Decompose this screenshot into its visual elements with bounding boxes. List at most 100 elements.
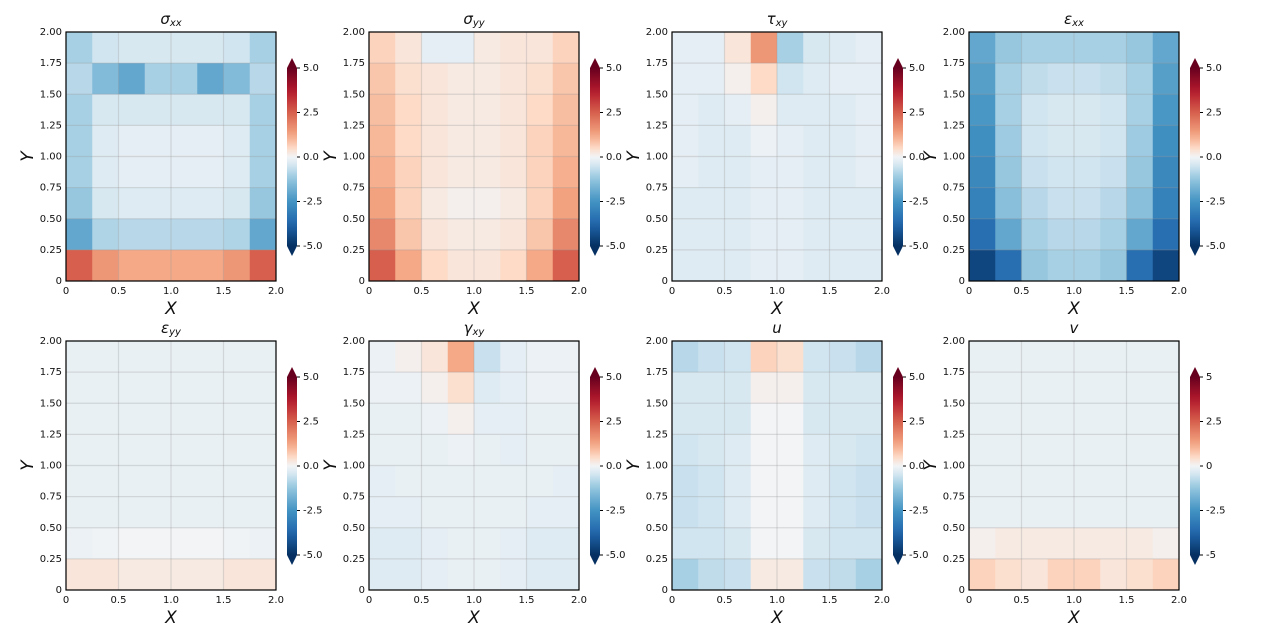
y-tick-label: 0.50 xyxy=(646,214,668,225)
x-tick-label: 0.5 xyxy=(111,595,127,606)
x-tick-label: 0 xyxy=(669,595,675,606)
heat-cell xyxy=(421,527,449,560)
heat-cell xyxy=(1021,527,1049,560)
heat-cell xyxy=(698,94,725,126)
heat-cell xyxy=(724,465,752,498)
heat-cell xyxy=(777,434,804,466)
y-tick-label: 1.50 xyxy=(943,398,965,409)
heat-cell xyxy=(855,465,883,498)
heat-cell xyxy=(474,496,501,529)
heat-cell xyxy=(447,527,475,560)
heat-cell xyxy=(66,156,93,189)
heat-cell xyxy=(369,372,396,404)
heat-cell xyxy=(66,249,93,282)
heat-cell xyxy=(969,187,996,220)
heat-cell xyxy=(724,156,752,189)
heat-cell xyxy=(698,63,725,95)
heat-cell xyxy=(1126,156,1154,189)
heat-cell xyxy=(171,32,198,64)
heat-cell xyxy=(395,156,422,189)
y-tick-label: 0 xyxy=(359,585,365,596)
heat-cell xyxy=(698,125,725,157)
heat-cell xyxy=(672,156,699,189)
heat-cell xyxy=(369,156,396,189)
heat-cell xyxy=(1074,156,1101,189)
y-tick-label: 1.75 xyxy=(646,58,668,69)
x-tick-label: 1.0 xyxy=(466,595,482,606)
heat-cell xyxy=(447,249,475,282)
x-tick-label: 1.0 xyxy=(163,595,179,606)
x-tick-label: 0 xyxy=(669,286,675,297)
heat-cell xyxy=(474,558,501,591)
colorbar-tick-label: -5 xyxy=(1206,550,1216,561)
heat-cell xyxy=(223,125,251,157)
heat-cell xyxy=(777,465,804,498)
y-tick-label: 1.25 xyxy=(40,429,62,440)
heat-cell xyxy=(777,341,804,373)
heat-cell xyxy=(171,218,198,251)
heat-cell xyxy=(672,63,699,95)
y-tick-label: 1.75 xyxy=(40,367,62,378)
heat-cell xyxy=(526,63,554,95)
heat-cell xyxy=(92,527,119,560)
colorbar-extend-top xyxy=(1190,58,1200,68)
heat-cell xyxy=(855,63,883,95)
heat-cell xyxy=(969,125,996,157)
plot-frame xyxy=(968,340,1180,591)
heat-cell xyxy=(1047,558,1075,591)
heat-cell xyxy=(672,187,699,220)
heat-cell xyxy=(369,32,396,64)
heat-cell xyxy=(724,94,752,126)
heat-cell xyxy=(249,465,277,498)
colorbar-tick-label: 5.0 xyxy=(909,372,925,383)
heat-cell xyxy=(421,94,449,126)
heat-cell xyxy=(500,341,527,373)
heat-cell xyxy=(395,341,422,373)
heat-cell xyxy=(171,341,198,373)
heat-cell xyxy=(118,434,146,466)
heat-cell xyxy=(500,465,527,498)
heat-cell xyxy=(672,341,699,373)
y-tick-label: 1.00 xyxy=(646,461,668,472)
colorbar-extend-bottom xyxy=(590,246,600,256)
heat-cell xyxy=(66,125,93,157)
y-tick-label: 2.00 xyxy=(646,27,668,38)
heat-cell xyxy=(969,465,996,498)
x-tick-label: 2.0 xyxy=(874,286,890,297)
heat-cell xyxy=(197,125,224,157)
heat-cell xyxy=(829,403,857,435)
heat-cell xyxy=(1074,125,1101,157)
x-tick-label: 0 xyxy=(366,595,372,606)
heat-cell xyxy=(92,465,119,498)
colorbar-extend-bottom xyxy=(893,555,903,565)
heat-cell xyxy=(1047,372,1075,404)
y-tick-label: 0.50 xyxy=(646,523,668,534)
heat-cell xyxy=(66,32,93,64)
heat-cell xyxy=(171,434,198,466)
heat-cell xyxy=(447,187,475,220)
plot-frame xyxy=(65,340,277,591)
heat-cell xyxy=(395,218,422,251)
y-tick-label: 0.25 xyxy=(943,245,965,256)
heat-cell xyxy=(66,558,93,591)
heat-cell xyxy=(249,341,277,373)
heat-cell xyxy=(750,249,778,282)
heat-cell xyxy=(447,558,475,591)
heat-cell xyxy=(92,403,119,435)
heat-cell xyxy=(144,156,172,189)
y-tick-label: 0.75 xyxy=(343,492,365,503)
heat-cell xyxy=(526,465,554,498)
heat-cell xyxy=(855,372,883,404)
y-tick-label: 0.25 xyxy=(343,245,365,256)
heat-cell xyxy=(829,63,857,95)
x-tick-label: 1.5 xyxy=(1119,595,1135,606)
y-axis-label: Y xyxy=(921,150,941,162)
heat-cell xyxy=(724,434,752,466)
x-tick-label: 1.0 xyxy=(1066,595,1082,606)
heat-cell xyxy=(395,94,422,126)
colorbar-extend-bottom xyxy=(287,555,297,565)
colorbar-extend-top xyxy=(893,367,903,377)
heat-cell xyxy=(724,249,752,282)
heat-cell xyxy=(500,372,527,404)
heat-cell xyxy=(474,218,501,251)
